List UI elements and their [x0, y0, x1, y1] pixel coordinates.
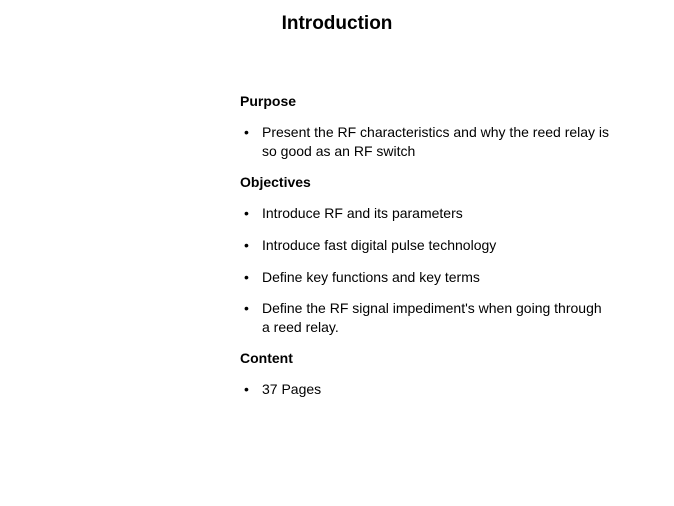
content-list: 37 Pages	[240, 380, 610, 399]
objectives-heading: Objectives	[240, 174, 610, 190]
purpose-heading: Purpose	[240, 93, 610, 109]
list-item: Define the RF signal impediment's when g…	[240, 299, 610, 337]
list-item: Present the RF characteristics and why t…	[240, 123, 610, 161]
objectives-list: Introduce RF and its parameters Introduc…	[240, 204, 610, 337]
list-item: Define key functions and key terms	[240, 268, 610, 287]
list-item: Introduce RF and its parameters	[240, 204, 610, 223]
content-heading: Content	[240, 350, 610, 366]
content-block: Purpose Present the RF characteristics a…	[240, 93, 610, 412]
list-item: 37 Pages	[240, 380, 610, 399]
list-item: Introduce fast digital pulse technology	[240, 236, 610, 255]
purpose-list: Present the RF characteristics and why t…	[240, 123, 610, 161]
page-title: Introduction	[0, 0, 674, 35]
